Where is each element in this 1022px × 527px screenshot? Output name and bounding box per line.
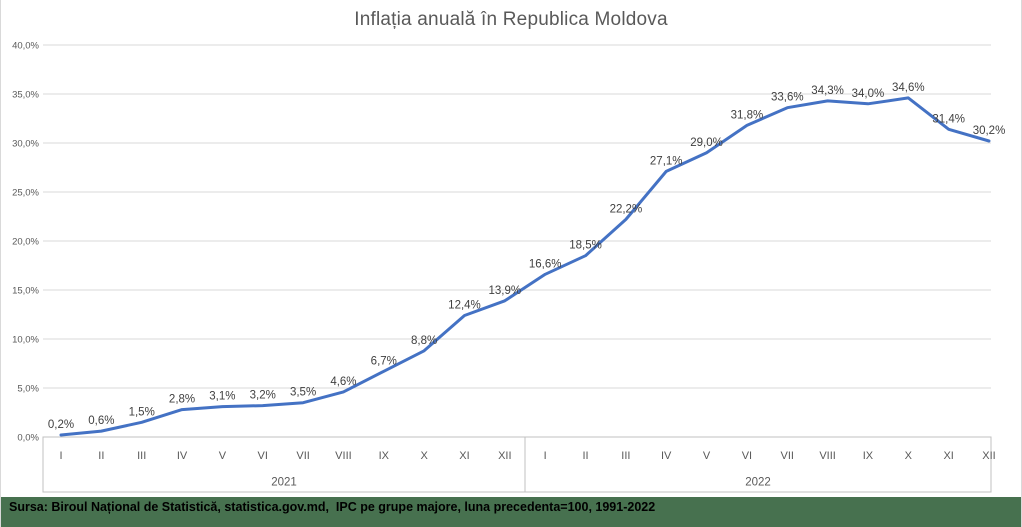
month-label: X xyxy=(905,450,913,462)
data-label: 34,6% xyxy=(892,82,925,94)
y-tick-label: 20,0% xyxy=(12,237,39,248)
data-label: 12,4% xyxy=(448,299,481,311)
chart-title: Inflația anuală în Republica Moldova xyxy=(354,9,668,30)
data-label: 4,6% xyxy=(330,376,356,388)
month-label: XII xyxy=(498,450,511,462)
y-tick-label: 30,0% xyxy=(12,139,39,150)
month-label: V xyxy=(219,450,227,462)
month-label: X xyxy=(420,450,428,462)
x-axis-border xyxy=(42,436,992,493)
y-tick-label: 35,0% xyxy=(12,90,39,101)
month-label: V xyxy=(703,450,711,462)
y-tick-label: 40,0% xyxy=(12,41,39,52)
data-label: 3,5% xyxy=(290,387,316,399)
month-label: VIII xyxy=(819,450,836,462)
month-label: IX xyxy=(863,450,874,462)
month-label: IV xyxy=(661,450,672,462)
month-label: II xyxy=(98,450,104,462)
y-tick-label: 10,0% xyxy=(12,335,39,346)
data-label: 31,8% xyxy=(731,109,764,121)
data-label: 16,6% xyxy=(529,258,562,270)
data-label: 27,1% xyxy=(650,155,683,167)
data-label: 13,9% xyxy=(489,285,522,297)
month-label: VII xyxy=(781,450,794,462)
y-tick-label: 0,0% xyxy=(17,433,39,444)
data-label: 18,5% xyxy=(569,240,602,252)
month-label: I xyxy=(59,450,62,462)
data-label: 3,1% xyxy=(209,391,235,403)
y-axis-labels: 0,0% 5,0% 10,0% 15,0% 20,0% 25,0% 30,0% 35,0% 40… xyxy=(12,41,39,444)
gridlines xyxy=(43,44,991,389)
month-label: IV xyxy=(177,450,188,462)
source-text: Sursa: Biroul Național de Statistică, st… xyxy=(9,500,656,514)
data-label: 31,4% xyxy=(932,113,965,125)
data-label: 29,0% xyxy=(690,137,723,149)
x-axis-box xyxy=(42,436,992,493)
data-label: 33,6% xyxy=(771,92,804,104)
data-label: 34,0% xyxy=(852,88,885,100)
month-label: VIII xyxy=(335,450,352,462)
data-label: 0,6% xyxy=(88,415,114,427)
x-axis-month-labels: I II III IV V VI VII VIII IX X XI XII I II III IV V VI VII… xyxy=(59,450,995,462)
month-label: III xyxy=(621,450,630,462)
source-bar: Sursa: Biroul Național de Statistică, st… xyxy=(1,497,1021,527)
data-label: 30,2% xyxy=(973,125,1006,137)
data-label: 34,3% xyxy=(811,85,844,97)
month-label: XI xyxy=(459,450,469,462)
data-label: 2,8% xyxy=(169,394,195,406)
data-label: 22,2% xyxy=(610,203,643,215)
inflation-series-line xyxy=(59,96,991,437)
month-label: VI xyxy=(742,450,752,462)
month-label: III xyxy=(137,450,146,462)
x-axis-year-labels: 2021 2022 xyxy=(271,477,771,489)
data-label: 3,2% xyxy=(250,390,276,402)
y-tick-label: 15,0% xyxy=(12,286,39,297)
month-label: IX xyxy=(379,450,390,462)
data-label: 1,5% xyxy=(129,406,155,418)
data-label: 0,2% xyxy=(48,419,74,431)
inflation-line-chart: 0,0% 5,0% 10,0% 15,0% 20,0% 25,0% 30,0% 35,0% 40… xyxy=(12,41,1005,493)
data-label: 6,7% xyxy=(371,355,397,367)
data-label: 8,8% xyxy=(411,335,437,347)
year-label: 2021 xyxy=(271,477,297,489)
month-label: XII xyxy=(982,450,995,462)
y-tick-label: 5,0% xyxy=(17,384,39,395)
month-label: II xyxy=(582,450,588,462)
month-label: I xyxy=(544,450,547,462)
month-label: XI xyxy=(943,450,953,462)
y-tick-label: 25,0% xyxy=(12,188,39,199)
month-label: VI xyxy=(258,450,268,462)
month-label: VII xyxy=(296,450,309,462)
year-label: 2022 xyxy=(745,477,771,489)
data-labels: 0,2% 0,6% 1,5% 2,8% 3,1% 3,2% 3,5% 4,6% 6,7% 8,8%… xyxy=(48,82,1005,431)
